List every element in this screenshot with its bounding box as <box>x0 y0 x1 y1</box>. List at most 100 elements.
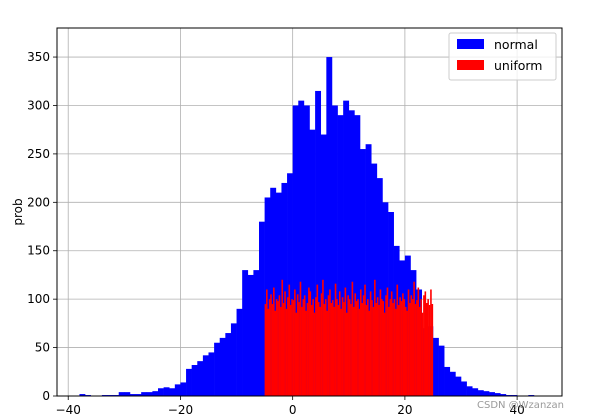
bar-uniform <box>428 304 431 396</box>
bar-uniform <box>288 284 291 396</box>
bar-uniform <box>334 283 337 396</box>
bar-normal <box>225 333 232 396</box>
bar-normal <box>461 381 467 396</box>
bar-normal <box>174 384 181 396</box>
bar-uniform <box>348 299 351 396</box>
bar-uniform <box>326 310 328 396</box>
bar-uniform <box>347 295 349 396</box>
bar-uniform <box>431 304 434 396</box>
bar-uniform <box>372 306 375 396</box>
bar-normal <box>438 345 445 396</box>
bar-uniform <box>329 289 331 396</box>
bar-uniform <box>336 299 338 396</box>
bar-normal <box>432 337 439 396</box>
bar-uniform <box>299 281 302 396</box>
y-tick-label: 150 <box>27 244 50 258</box>
bar-uniform <box>285 308 288 396</box>
bar-uniform <box>345 312 348 396</box>
bar-uniform <box>333 306 335 396</box>
bar-uniform <box>371 300 373 396</box>
bar-normal <box>197 361 204 396</box>
bar-normal <box>275 192 282 396</box>
bar-uniform <box>291 299 293 396</box>
bar-uniform <box>376 297 379 396</box>
series-uniform-bars <box>264 279 434 396</box>
bar-uniform <box>296 294 299 396</box>
y-tick-label: 0 <box>42 389 50 403</box>
bar-uniform <box>284 291 286 396</box>
bar-uniform <box>303 295 306 396</box>
bar-uniform <box>341 297 344 396</box>
bar-uniform <box>374 279 376 396</box>
bar-normal <box>500 394 507 396</box>
bar-uniform <box>402 293 404 396</box>
y-axis-label: prob <box>11 198 25 225</box>
bar-uniform <box>322 279 324 396</box>
x-tick-label: 20 <box>397 403 412 417</box>
bar-uniform <box>281 279 284 396</box>
bar-normal <box>163 387 170 396</box>
bar-normal <box>360 149 366 396</box>
bar-uniform <box>393 299 396 396</box>
bar-normal <box>236 308 243 396</box>
bar-uniform <box>343 302 345 396</box>
bar-uniform <box>360 289 362 396</box>
bar-uniform <box>294 289 296 396</box>
bar-uniform <box>280 306 282 396</box>
bar-uniform <box>409 303 411 396</box>
bar-normal <box>483 391 490 396</box>
bar-uniform <box>315 297 317 396</box>
bar-uniform <box>424 291 427 396</box>
bar-uniform <box>358 308 361 396</box>
bar-normal <box>253 270 260 396</box>
bar-normal <box>449 371 456 396</box>
bar-normal <box>202 355 209 396</box>
bar-normal <box>472 388 479 396</box>
bar-normal <box>118 392 125 396</box>
bar-normal <box>141 392 148 396</box>
bar-uniform <box>365 304 368 396</box>
bar-uniform <box>350 304 352 396</box>
bar-uniform <box>354 293 356 396</box>
bar-normal <box>466 386 473 396</box>
bar-normal <box>219 337 226 396</box>
bar-uniform <box>364 284 366 396</box>
bar-uniform <box>310 304 313 396</box>
bar-normal <box>326 57 333 396</box>
bar-uniform <box>267 308 270 396</box>
x-tick-label: 0 <box>289 403 297 417</box>
bar-uniform <box>385 295 387 396</box>
bar-normal <box>303 105 310 396</box>
bar-uniform <box>324 299 327 396</box>
bar-uniform <box>289 304 292 396</box>
bar-normal <box>337 115 344 396</box>
bar-uniform <box>423 295 425 396</box>
bar-normal <box>315 90 322 397</box>
bar-uniform <box>274 310 277 396</box>
bar-uniform <box>277 301 279 396</box>
bar-uniform <box>316 284 319 396</box>
legend-entry-normal: normal <box>494 37 538 52</box>
bar-uniform <box>395 308 397 396</box>
bar-uniform <box>292 300 295 396</box>
bar-normal <box>298 100 305 396</box>
bar-uniform <box>430 289 432 396</box>
bar-uniform <box>381 299 383 396</box>
bar-uniform <box>312 299 314 396</box>
bar-normal <box>259 221 265 396</box>
bar-uniform <box>317 302 320 396</box>
bar-uniform <box>331 300 334 396</box>
bar-uniform <box>386 287 389 396</box>
bar-normal <box>146 392 153 396</box>
bar-uniform <box>390 291 393 396</box>
bar-uniform <box>411 299 414 396</box>
bar-normal <box>169 388 176 396</box>
bar-uniform <box>397 304 400 396</box>
bar-normal <box>365 144 372 396</box>
bar-uniform <box>327 295 330 396</box>
y-tick-label: 100 <box>27 292 50 306</box>
bar-uniform <box>425 303 428 396</box>
x-tick-label: 40 <box>509 403 524 417</box>
bar-uniform <box>264 304 267 396</box>
bar-uniform <box>404 306 407 396</box>
